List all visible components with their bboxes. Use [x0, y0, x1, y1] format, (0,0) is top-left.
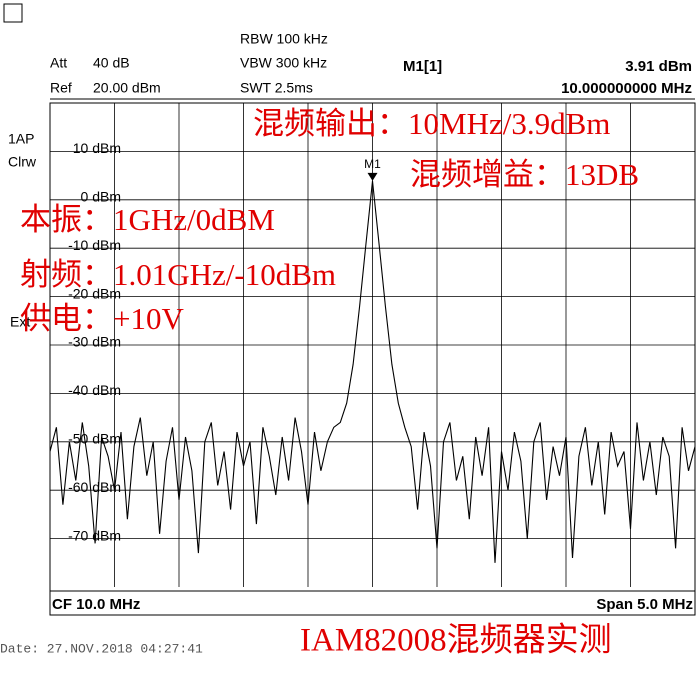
- att-label: Att: [50, 55, 67, 71]
- annotation: 混频输出：10MHz/3.9dBm: [253, 106, 610, 141]
- annotation: 供电：+10V: [20, 301, 184, 336]
- annotation: 本振：1GHz/0dBM: [20, 202, 275, 237]
- marker-level: 3.91 dBm: [625, 58, 692, 75]
- marker-name: M1[1]: [403, 58, 442, 75]
- y-tick-label: -50 dBm: [68, 431, 121, 447]
- y-tick-label: -30 dBm: [68, 334, 121, 350]
- marker-freq: 10.000000000 MHz: [561, 80, 692, 97]
- center-frequency: CF 10.0 MHz: [52, 596, 140, 613]
- swt: SWT 2.5ms: [240, 80, 313, 96]
- y-tick-label: -20 dBm: [68, 285, 121, 301]
- y-tick-label: -60 dBm: [68, 479, 121, 495]
- marker: [367, 172, 378, 181]
- trace-mode: 1AP: [8, 131, 34, 147]
- detector: Clrw: [8, 154, 37, 170]
- logo: [3, 3, 23, 23]
- annotation: 射频：1.01GHz/-10dBm: [20, 257, 336, 292]
- ext: Ext: [10, 314, 30, 330]
- att-value: 40 dB: [93, 55, 130, 71]
- rbw: RBW 100 kHz: [240, 31, 328, 47]
- y-tick-label: -10 dBm: [68, 237, 121, 253]
- ref-value: 20.00 dBm: [93, 80, 161, 96]
- vbw: VBW 300 kHz: [240, 55, 327, 71]
- annotation: 混频增益：13DB: [410, 157, 639, 192]
- caption: IAM82008混频器实测: [300, 622, 612, 659]
- y-tick-label: 10 dBm: [73, 140, 121, 156]
- y-tick-label: -40 dBm: [68, 382, 121, 398]
- date: Date: 27.NOV.2018 04:27:41: [0, 641, 203, 656]
- ref-label: Ref: [50, 80, 72, 96]
- marker-label: M1: [364, 157, 381, 171]
- trace: [49, 180, 696, 563]
- y-tick-label: 0 dBm: [81, 189, 121, 205]
- span: Span 5.0 MHz: [596, 596, 693, 613]
